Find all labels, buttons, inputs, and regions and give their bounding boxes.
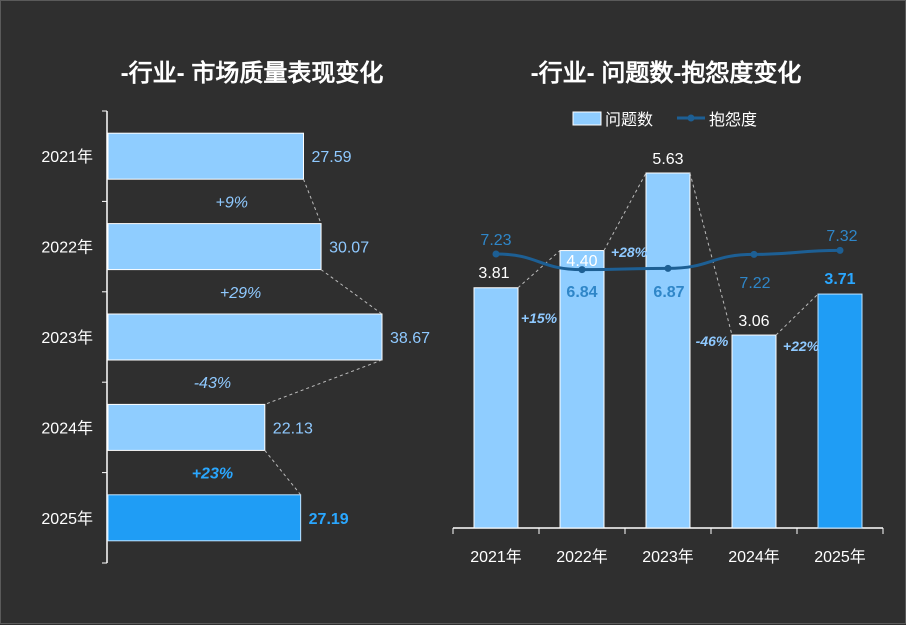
- legend-bar-swatch: [572, 111, 602, 126]
- left-connector-line: [320, 269, 383, 315]
- right-bar: [817, 293, 863, 529]
- right-category-label: 2023年: [642, 548, 694, 566]
- left-connector-line: [303, 179, 322, 224]
- left-category-label: 2024年: [41, 419, 93, 437]
- complaint-line-point: [664, 264, 672, 272]
- left-connector-line: [264, 450, 302, 496]
- right-bar-value-label: 3.06: [738, 313, 769, 330]
- right-bar: [473, 287, 519, 529]
- left-category-label: 2023年: [41, 329, 93, 347]
- left-value-label: 22.13: [273, 420, 313, 437]
- complaint-value-label: 6.84: [566, 284, 597, 301]
- complaint-line-point: [750, 250, 758, 258]
- legend-line-marker: [687, 114, 695, 122]
- left-bar: [107, 223, 322, 271]
- left-bar: [107, 132, 304, 180]
- right-chart-legend: 问题数 抱怨度: [572, 111, 757, 129]
- right-connector-line: [775, 293, 819, 336]
- left-category-label: 2022年: [41, 239, 93, 257]
- left-value-label: 27.59: [311, 149, 351, 166]
- left-category-label: 2025年: [41, 510, 93, 528]
- left-change-label: +29%: [220, 285, 261, 302]
- right-bar: [731, 334, 777, 529]
- right-bar-value-label: 3.71: [824, 271, 855, 288]
- right-chart-title: -行业- 问题数-抱怨度变化: [531, 59, 802, 87]
- legend-bar-label: 问题数: [605, 111, 653, 129]
- right-change-label: -46%: [696, 333, 729, 349]
- left-bar: [107, 403, 266, 451]
- left-category-label: 2021年: [41, 148, 93, 166]
- complaint-value-label: 7.22: [739, 275, 770, 292]
- left-value-label: 38.67: [390, 330, 430, 347]
- left-connector-line: [264, 359, 383, 405]
- complaint-value-label: 6.87: [653, 284, 684, 301]
- right-bar: [559, 250, 605, 529]
- issues-complaint-combo-chart: 2021年 2022年 2023年 2024年 2025年 3.81 4.40 5.63 3.0…: [452, 151, 884, 566]
- left-chart-title: -行业- 市场质量表现变化: [121, 59, 384, 87]
- complaint-line-point: [492, 250, 500, 258]
- market-quality-bar-chart: 2021年 27.59 2022年 30.07 2023年 38.67 2024年 22.13…: [41, 110, 430, 564]
- legend-line-label: 抱怨度: [709, 111, 757, 129]
- complaint-line-point: [836, 246, 844, 254]
- right-bar-value-label: 5.63: [652, 151, 683, 168]
- right-connector-line: [603, 172, 647, 251]
- left-value-label: 27.19: [309, 511, 349, 528]
- left-value-label: 30.07: [329, 240, 369, 257]
- right-category-label: 2025年: [814, 548, 866, 566]
- right-bar-value-label: 4.40: [566, 253, 597, 270]
- left-change-label: -43%: [194, 375, 231, 392]
- left-bar: [107, 313, 383, 361]
- right-category-label: 2021年: [470, 548, 522, 566]
- right-connector-line: [689, 172, 733, 336]
- right-change-label: +22%: [783, 338, 820, 354]
- right-bar: [645, 172, 691, 529]
- right-bar-value-label: 3.81: [478, 265, 509, 282]
- left-change-label: +23%: [192, 466, 233, 483]
- right-change-label: +28%: [611, 244, 648, 260]
- right-change-label: +15%: [521, 310, 558, 326]
- left-bar: [107, 494, 302, 542]
- complaint-line-point: [578, 266, 586, 274]
- complaint-value-label: 7.32: [826, 228, 857, 245]
- right-category-label: 2024年: [728, 548, 780, 566]
- left-change-label: +9%: [216, 194, 248, 211]
- complaint-value-label: 7.23: [480, 232, 511, 249]
- right-category-label: 2022年: [556, 548, 608, 566]
